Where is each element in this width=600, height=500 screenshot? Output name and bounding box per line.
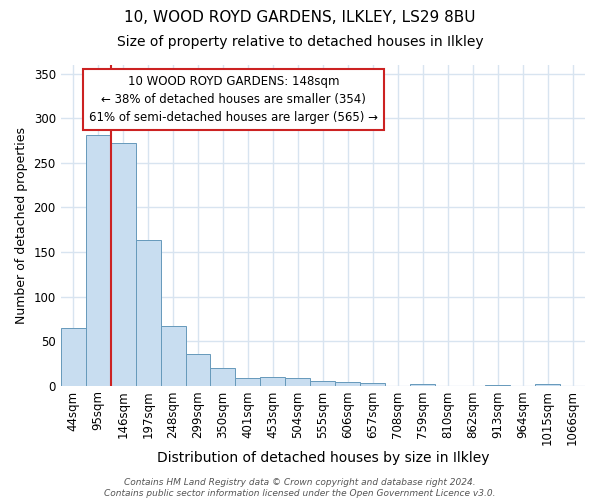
X-axis label: Distribution of detached houses by size in Ilkley: Distribution of detached houses by size …	[157, 451, 489, 465]
Bar	[335, 382, 360, 386]
Bar	[136, 240, 161, 386]
Bar	[286, 378, 310, 386]
Bar	[211, 368, 235, 386]
Bar	[235, 378, 260, 386]
Bar	[185, 354, 211, 386]
Bar	[161, 326, 185, 386]
Bar	[410, 384, 435, 386]
Text: Size of property relative to detached houses in Ilkley: Size of property relative to detached ho…	[116, 35, 484, 49]
Bar	[535, 384, 560, 386]
Bar	[260, 376, 286, 386]
Bar	[110, 144, 136, 386]
Y-axis label: Number of detached properties: Number of detached properties	[15, 127, 28, 324]
Bar	[310, 381, 335, 386]
Bar	[485, 384, 510, 386]
Bar	[360, 383, 385, 386]
Text: Contains HM Land Registry data © Crown copyright and database right 2024.
Contai: Contains HM Land Registry data © Crown c…	[104, 478, 496, 498]
Text: 10, WOOD ROYD GARDENS, ILKLEY, LS29 8BU: 10, WOOD ROYD GARDENS, ILKLEY, LS29 8BU	[124, 10, 476, 25]
Bar	[61, 328, 86, 386]
Bar	[86, 136, 110, 386]
Text: 10 WOOD ROYD GARDENS: 148sqm
← 38% of detached houses are smaller (354)
61% of s: 10 WOOD ROYD GARDENS: 148sqm ← 38% of de…	[89, 74, 378, 124]
